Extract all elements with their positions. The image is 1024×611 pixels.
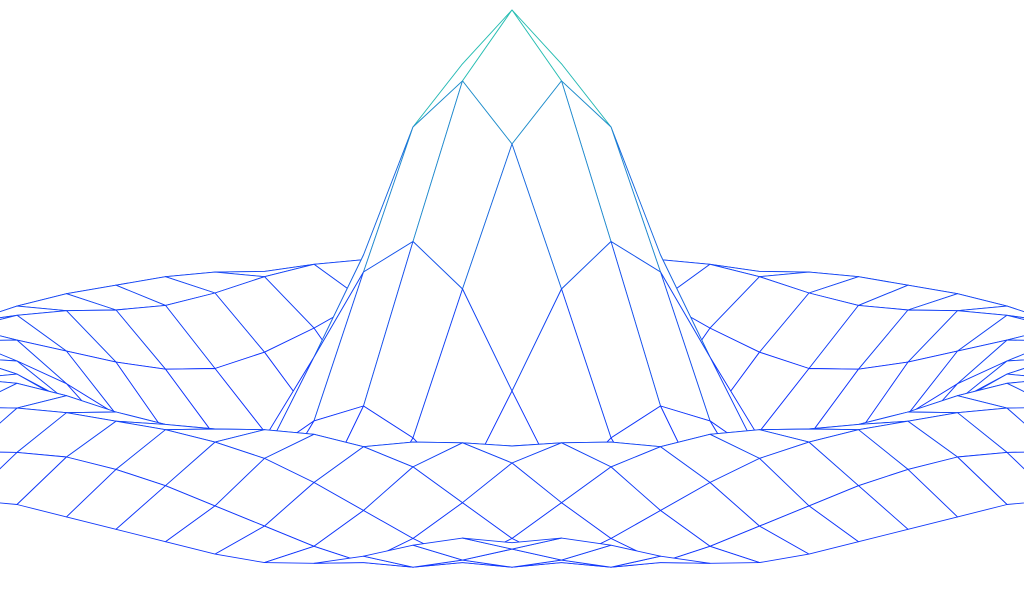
surface-cell bbox=[0, 368, 18, 377]
surface-cell bbox=[0, 353, 18, 362]
surface-cell bbox=[462, 537, 562, 550]
surface-cell bbox=[0, 335, 18, 341]
